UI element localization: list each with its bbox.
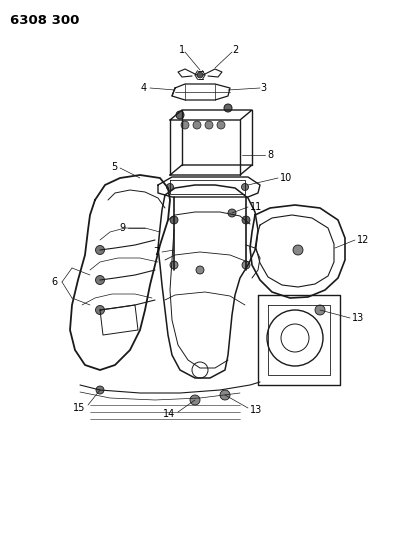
Circle shape (242, 261, 250, 269)
Circle shape (293, 245, 303, 255)
Text: 11: 11 (250, 202, 262, 212)
Text: 6308 300: 6308 300 (10, 14, 80, 27)
Circle shape (224, 104, 232, 112)
Text: 7: 7 (153, 247, 159, 257)
Circle shape (242, 183, 248, 190)
Circle shape (176, 111, 184, 119)
Text: 10: 10 (280, 173, 292, 183)
Circle shape (242, 216, 250, 224)
Text: 13: 13 (352, 313, 364, 323)
Text: 2: 2 (232, 45, 238, 55)
Circle shape (190, 395, 200, 405)
Text: 15: 15 (73, 403, 85, 413)
Text: 6: 6 (51, 277, 57, 287)
Text: 13: 13 (250, 405, 262, 415)
Text: 4: 4 (141, 83, 147, 93)
Circle shape (181, 121, 189, 129)
Circle shape (315, 305, 325, 315)
Text: 14: 14 (163, 409, 175, 419)
Circle shape (197, 72, 203, 78)
Circle shape (217, 121, 225, 129)
Text: 12: 12 (357, 235, 369, 245)
Circle shape (166, 183, 173, 190)
Text: 3: 3 (260, 83, 266, 93)
Text: 5: 5 (111, 162, 117, 172)
Circle shape (96, 386, 104, 394)
Circle shape (95, 276, 104, 285)
Text: 8: 8 (267, 150, 273, 160)
Circle shape (95, 305, 104, 314)
Circle shape (193, 121, 201, 129)
Circle shape (220, 390, 230, 400)
Circle shape (205, 121, 213, 129)
Text: 1: 1 (179, 45, 185, 55)
Text: 9: 9 (119, 223, 125, 233)
Circle shape (95, 246, 104, 254)
Circle shape (170, 216, 178, 224)
Circle shape (170, 261, 178, 269)
Circle shape (228, 209, 236, 217)
Circle shape (196, 266, 204, 274)
